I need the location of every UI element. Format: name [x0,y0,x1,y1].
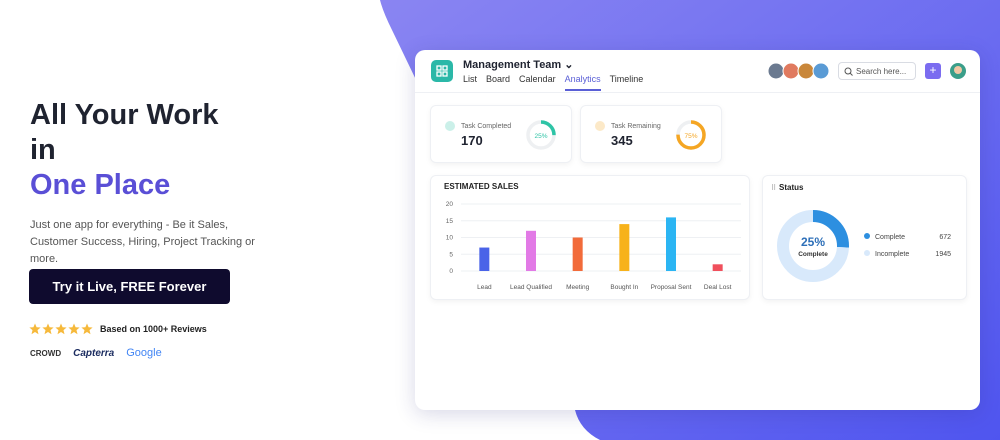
star-shape [68,323,80,335]
legend-value: 1945 [935,251,951,258]
star [55,323,67,335]
bar [619,224,630,271]
x-tick-label: Deal Lost [704,284,732,291]
add-button[interactable]: + [925,63,941,79]
rating-text: Based on 1000+ Reviews [100,324,207,334]
stat-value: 170 [461,133,483,148]
star-shape [42,323,54,335]
app-logo-icon [436,65,448,77]
sales-panel: ESTIMATED SALES 0 5 10 15 20 Lead Lead Qualifi… [430,175,750,300]
donut-center-caption: Complete [798,251,828,258]
avatar [797,62,815,80]
status-panel: ⠿ Status Complete 672 Incomplete 1945 25% Com… [762,175,967,300]
x-tick-label: Proposal Sent [651,284,692,291]
avatar [812,62,830,80]
hero-title-highlight: One Place [30,169,171,201]
avatars [767,62,830,80]
stat-label: Task Remaining [611,123,661,130]
stat-graphic: Task Completed 170 25% [445,120,556,150]
team-name-text: Management Team [463,59,562,71]
hero-title: All Your Work [30,99,219,131]
star-shape [81,323,93,335]
hero-description: Just one app for everything - Be it Sale… [30,219,255,265]
chart-title: Status [779,183,804,192]
review-logo: Capterra [73,347,115,359]
stat-icon [445,121,455,131]
stat-graphic: Task Remaining 345 75% [595,120,706,150]
tabs: List Board Calendar Analytics Timeline [463,74,652,91]
hero-title: in [30,134,56,166]
avatar [767,62,785,80]
stat-label: Task Completed [461,123,511,130]
star [42,323,54,335]
x-tick-label: Lead Qualified [510,284,552,291]
stat-card: Task Remaining 345 75% [580,105,722,163]
bar [666,217,676,271]
y-tick-label: 20 [446,201,454,208]
tab[interactable]: Timeline [609,74,644,84]
review-logo: Google [126,347,162,359]
search-box[interactable]: Search here... [838,62,916,80]
star [68,323,80,335]
y-tick-label: 10 [446,235,454,242]
avatar [782,62,800,80]
cta-button[interactable]: Try it Live, FREE Forever [29,269,230,304]
divider [415,92,980,93]
bar [479,247,490,271]
x-tick-label: Lead [477,284,492,291]
dashboard: Management Team ⌄ List Board Calendar Analy… [415,50,980,410]
bar [526,230,536,271]
stat-value: 345 [611,133,633,148]
stat-icon [595,121,605,131]
donut-center-value: 25% [801,235,825,249]
legend-swatch [864,250,870,256]
y-tick-label: 0 [449,268,453,275]
y-tick-label: 5 [449,251,453,258]
team-name[interactable]: Management Team ⌄ [463,59,574,71]
star [29,323,41,335]
status-chart: ⠿ Status Complete 672 Incomplete 1945 25% Com… [771,183,951,282]
x-tick-label: Meeting [566,284,590,291]
review-logo: CROWD [30,348,62,358]
donut-segment [777,210,849,282]
bar [572,237,583,271]
ring-label: 75% [684,133,697,140]
review-logos: CROWD Capterra Google [30,347,162,359]
bar [712,264,723,271]
tab[interactable]: Analytics [564,74,601,91]
ring-progress [676,120,706,150]
chart-title: ESTIMATED SALES [444,182,519,191]
drag-handle: ⠿ [771,184,776,192]
star-shape [55,323,67,335]
rating-stars [29,323,93,335]
ring-progress [526,120,556,150]
legend-swatch [864,233,870,239]
app-logo [431,60,453,82]
legend-label: Incomplete [875,251,909,258]
sales-chart: ESTIMATED SALES 0 5 10 15 20 Lead Lead Qualifi… [444,182,741,291]
stat-card: Task Completed 170 25% [430,105,572,163]
legend-label: Complete [875,234,905,241]
legend-value: 672 [939,234,951,241]
user-avatar[interactable] [949,62,967,80]
tab[interactable]: Board [486,74,511,84]
x-tick-label: Bought In [610,284,638,291]
star-shape [29,323,41,335]
star [81,323,93,335]
tab[interactable]: List [463,74,478,84]
search-placeholder: Search here... [856,67,907,76]
search-icon [844,67,853,76]
ring-label: 25% [534,133,547,140]
tab[interactable]: Calendar [519,74,556,84]
y-tick-label: 15 [446,218,454,225]
